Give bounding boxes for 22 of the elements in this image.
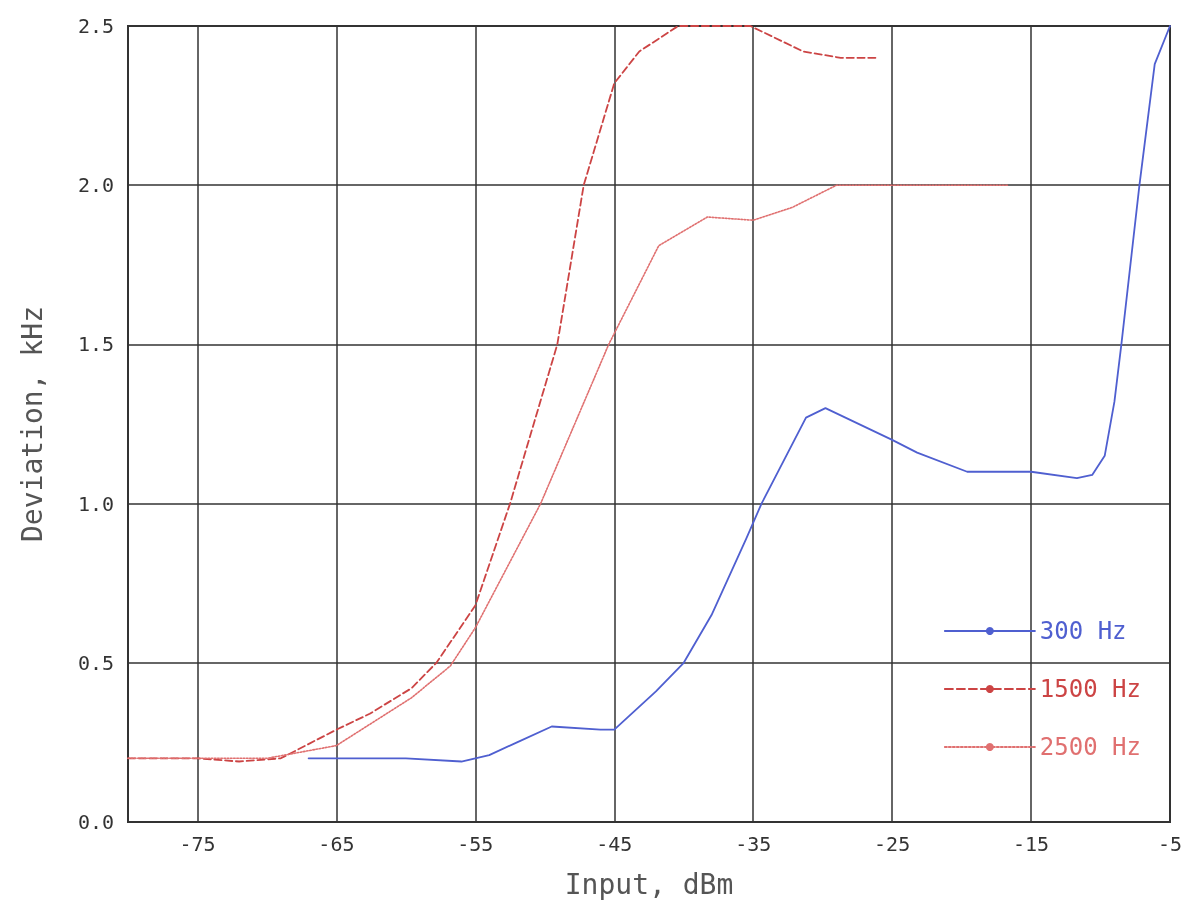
legend-label: 2500 Hz — [1039, 733, 1142, 761]
y-tick-label: 1.0 — [77, 491, 114, 516]
y-tick-label: 2.0 — [77, 173, 114, 198]
x-tick-label: -75 — [179, 832, 216, 856]
x-tick-label: -5 — [1157, 832, 1183, 856]
legend-label: 300 Hz — [1039, 617, 1127, 645]
x-tick-label: -45 — [596, 832, 633, 856]
line-series — [127, 184, 1009, 760]
x-tick-label: -65 — [318, 832, 355, 856]
y-tick-label: 1.5 — [77, 332, 114, 357]
y-tick-label: 0.5 — [77, 650, 114, 675]
x-tick-label: -25 — [874, 832, 911, 856]
x-axis-title: Input, dBm — [564, 867, 734, 901]
x-tick-label: -35 — [735, 832, 772, 856]
x-tick-label: -55 — [457, 832, 494, 856]
y-tick-label: 0.0 — [77, 810, 114, 834]
legend-label: 1500 Hz — [1039, 675, 1142, 703]
y-axis-title: Deviation, kHz — [15, 305, 49, 543]
line-series — [127, 25, 878, 763]
x-tick-label: -15 — [1013, 832, 1050, 856]
line-series — [307, 25, 1171, 763]
y-tick-label: 2.5 — [77, 14, 114, 38]
